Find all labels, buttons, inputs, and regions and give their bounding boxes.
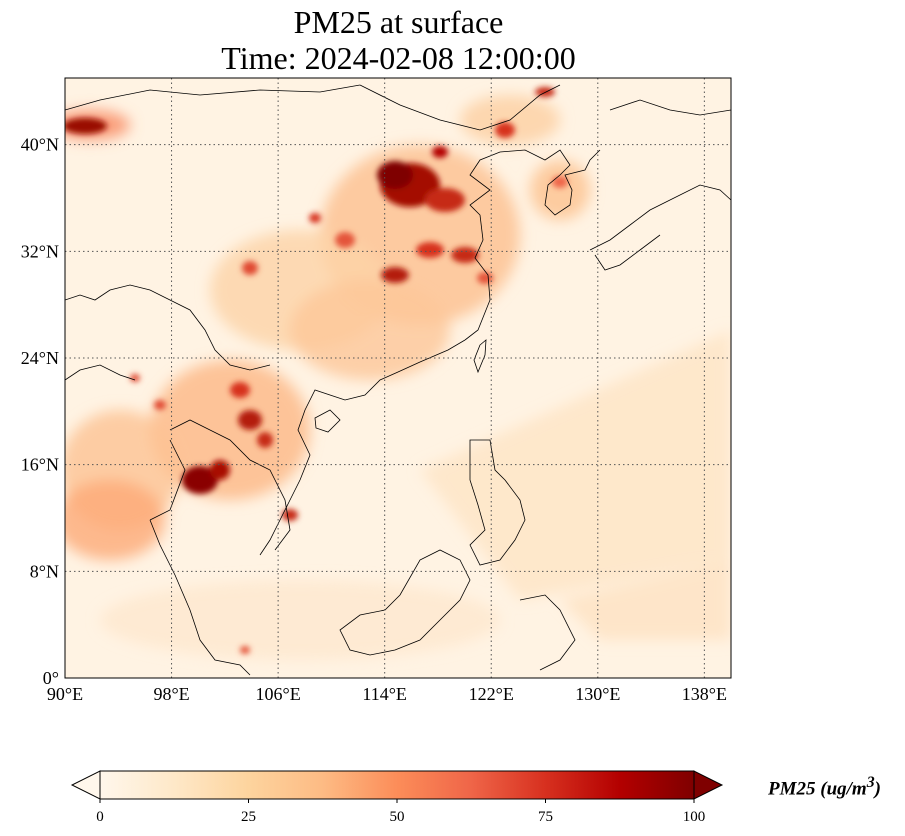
colorbar-tick-label: 100 <box>683 809 706 825</box>
colorbar-tick-label: 50 <box>390 809 405 825</box>
map-frame <box>64 77 732 679</box>
x-tick-label: 122°E <box>469 684 514 704</box>
colorbar-bar <box>99 770 695 800</box>
y-tick-label: 24°N <box>21 348 59 368</box>
gridlines <box>65 78 731 678</box>
y-tick-label: 0° <box>43 668 59 688</box>
x-tick-label: 114°E <box>362 684 407 704</box>
x-tick-label: 98°E <box>153 684 189 704</box>
colorbar-tick-label: 0 <box>96 809 104 825</box>
colorbar-tick-label: 75 <box>538 809 553 825</box>
y-tick-label: 32°N <box>21 241 59 261</box>
colorbar-under-triangle <box>70 770 101 800</box>
map-title-line1: PM25 at surface <box>293 4 504 40</box>
coastlines <box>65 84 731 676</box>
colorbar-over-triangle <box>693 770 724 800</box>
x-tick-label: 130°E <box>575 684 620 704</box>
colorbar: 0 25 50 75 100 <box>70 770 724 825</box>
colorbar-title: PM25 (ug/m3) <box>768 774 881 800</box>
x-tick-labels: 90°E 98°E 106°E 114°E 122°E 130°E 138°E <box>47 684 727 704</box>
map-title-line2: Time: 2024-02-08 12:00:00 <box>221 40 576 76</box>
y-tick-label: 8°N <box>30 561 59 581</box>
colorbar-tick-label: 25 <box>241 809 256 825</box>
colorbar-title-close: ) <box>874 778 881 800</box>
x-tick-label: 90°E <box>47 684 83 704</box>
x-tick-label: 106°E <box>256 684 301 704</box>
y-tick-labels: 0° 8°N 16°N 24°N 32°N 40°N <box>21 135 59 688</box>
y-tick-label: 40°N <box>21 135 59 155</box>
y-tick-label: 16°N <box>21 455 59 475</box>
x-tick-label: 138°E <box>682 684 727 704</box>
pm25-field <box>65 78 731 678</box>
colorbar-title-superscript: 3 <box>866 774 875 791</box>
colorbar-title-text: PM25 (ug/m <box>768 778 867 800</box>
colorbar-tick-labels: 0 25 50 75 100 <box>96 799 705 825</box>
